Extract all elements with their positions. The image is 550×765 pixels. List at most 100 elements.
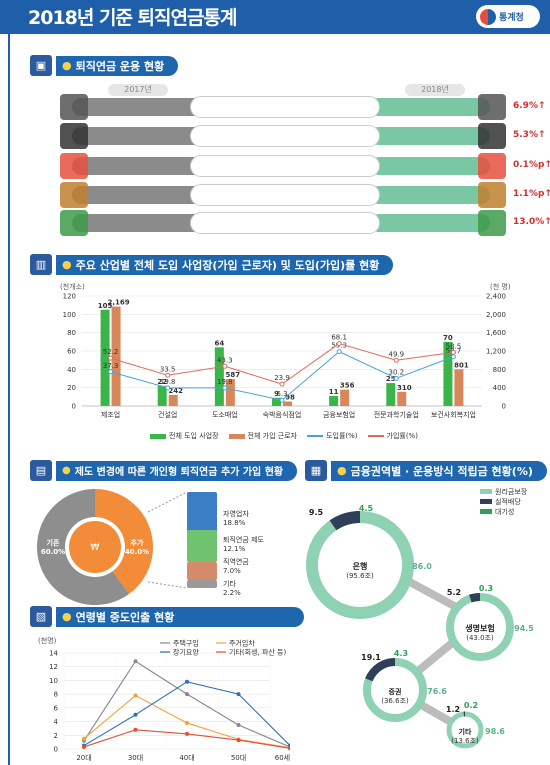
cash-stack-icon: [60, 210, 88, 236]
summary-row: [60, 96, 520, 118]
pie-slice: [37, 489, 130, 605]
wallet-icon: ▦: [305, 460, 327, 481]
money-bag-icon: [60, 182, 88, 208]
line-point: [450, 354, 456, 360]
right-axis-unit: (천 명): [490, 283, 511, 291]
taegeuk-logo-icon: [480, 8, 496, 25]
legend-label: 도입률(%): [326, 432, 358, 440]
change-rate: 1.1%p↑: [513, 189, 550, 199]
row-label: [190, 212, 380, 234]
section4-title: 금융권역별 · 운용방식 적립금 현황(%): [350, 464, 533, 478]
legend-swatch: [480, 509, 492, 514]
bar-value-label: 11: [329, 388, 339, 396]
line-point: [236, 723, 241, 727]
line-point: [108, 369, 114, 375]
change-rate: 6.9%↑: [513, 101, 546, 111]
line-value-label: 37.3: [103, 362, 119, 370]
line-point: [236, 738, 241, 743]
stack-segment: [187, 580, 217, 588]
y-tick-label: 4: [54, 718, 59, 726]
year-2018-label: 2018년: [405, 84, 465, 96]
legend-item: 도입률(%): [307, 431, 358, 441]
bubble-performance-value: 19.1: [361, 653, 381, 662]
bullet-icon: ●: [337, 464, 347, 477]
statistics-korea-logo: 통계청: [476, 5, 540, 28]
section2-header: ▥ ● 주요 산업별 전체 도입 사업장(가입 근로자) 및 도입(가입)률 현황: [30, 254, 394, 275]
y-tick-label: 6: [54, 704, 59, 712]
bubble-standby-value: 4.5: [359, 504, 374, 513]
category-label: 보건사회복지업: [431, 410, 476, 419]
row-label: [190, 184, 380, 206]
category-label: 40대: [179, 754, 194, 762]
legend-swatch: [480, 499, 492, 504]
right-tick-label: 800: [493, 366, 506, 374]
line-point: [133, 659, 138, 664]
left-tick-label: 60: [67, 348, 76, 356]
stack-segment: [187, 530, 217, 562]
category-label: 60세 이상: [275, 753, 290, 762]
left-tick-label: 40: [67, 366, 76, 374]
row-label: [190, 155, 380, 177]
line-point: [450, 349, 456, 355]
change-rate: 5.3%↑: [513, 130, 546, 140]
legend-label: 장기요양: [173, 648, 199, 657]
bar-value-label: 9: [274, 390, 279, 398]
money-bag-icon: ₩: [91, 543, 100, 553]
right-tick-label: 1,200: [486, 348, 506, 356]
y-tick-label: 0: [54, 746, 58, 754]
category-label: 제조업: [101, 411, 120, 419]
bar-establishments: [386, 383, 396, 406]
value-2018: [370, 157, 490, 175]
bubble-performance-value: 9.5: [309, 508, 324, 517]
bar-value-label: 356: [340, 382, 355, 390]
category-label: 숙박음식점업: [263, 410, 302, 419]
worker-icon: [478, 123, 506, 149]
value-2018: [370, 186, 490, 204]
worker-icon: [60, 123, 88, 149]
right-tick-label: 2,400: [486, 293, 506, 301]
building-chart-icon: ▥: [30, 254, 52, 275]
connector-line: [147, 581, 188, 589]
bar-establishments: [329, 395, 339, 406]
bar-establishments: [157, 385, 167, 406]
pie-label: 기존: [47, 538, 60, 547]
line-value-label: 33.5: [160, 365, 176, 373]
legend-swatch: [480, 489, 492, 494]
stack-value: 18.8%: [223, 519, 246, 527]
value-2017: [72, 214, 222, 232]
line-value-label: 6.3: [276, 390, 287, 398]
legend-label: 전체 가입 근로자: [247, 432, 298, 440]
legend-label: 원리금보장: [495, 487, 528, 496]
bar-value-label: 2,169: [107, 299, 129, 307]
pie-slice: [95, 489, 153, 594]
value-2018: [370, 127, 490, 145]
section5-title: 연령별 중도인출 현황: [75, 610, 175, 624]
legend-label: 기타(회생, 파산 등): [229, 648, 286, 657]
bubble-standby-value: 0.3: [479, 584, 493, 593]
line-value-label: 49.9: [388, 350, 404, 358]
logo-text: 통계청: [499, 13, 524, 23]
bar-workers: [225, 379, 235, 406]
line-point: [279, 381, 285, 387]
category-label: 전문과학기술업: [374, 410, 419, 419]
legend-label: 전체 도입 사업장: [169, 432, 219, 440]
bubble-arc-performance: [469, 593, 481, 603]
category-label: 건설업: [158, 410, 177, 419]
bullet-icon: ●: [62, 258, 72, 271]
legend-label: 실적배당: [495, 497, 521, 506]
y-tick-label: 14: [49, 650, 58, 658]
section5-header: ▧ ● 연령별 중도인출 현황: [30, 606, 305, 627]
bar-value-label: 801: [454, 361, 469, 369]
y-tick-label: 12: [49, 663, 58, 671]
value-2017: [72, 98, 222, 116]
stack-segment: [187, 492, 217, 540]
line-point: [133, 712, 138, 717]
bar-workers: [397, 391, 407, 406]
bubble-performance-value: 5.2: [447, 588, 461, 597]
line-point: [288, 746, 290, 751]
right-tick-label: 400: [493, 384, 506, 392]
person-withdraw-icon: ▧: [30, 606, 52, 627]
bubble-arc-performance: [365, 658, 396, 682]
